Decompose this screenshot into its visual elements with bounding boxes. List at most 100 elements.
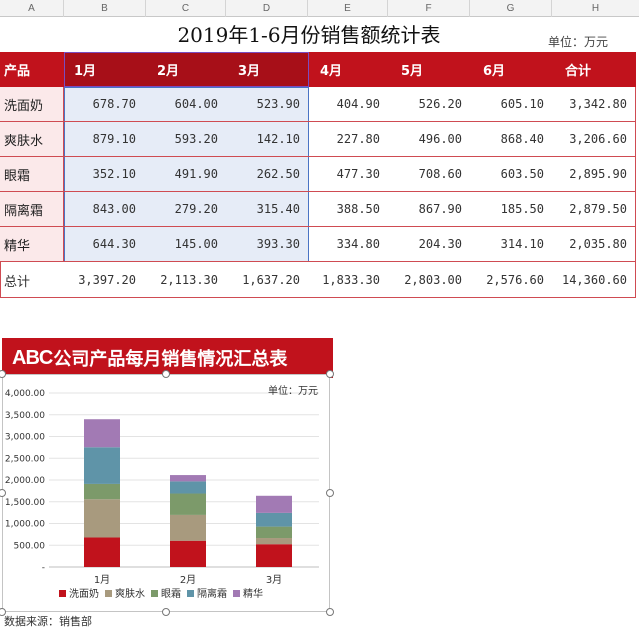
value-cell[interactable]: 2,113.30 [160, 273, 218, 287]
column-header-f[interactable]: F [388, 0, 470, 17]
value-cell[interactable]: 678.70 [92, 97, 136, 111]
header-jun[interactable]: 6月 [483, 64, 506, 79]
value-cell[interactable]: 142.10 [256, 132, 300, 146]
legend-swatch [105, 590, 112, 597]
product-name-cell[interactable]: 洗面奶 [0, 87, 64, 121]
value-cell[interactable]: 3,206.60 [569, 132, 627, 146]
column-header-e[interactable]: E [308, 0, 388, 17]
value-cell[interactable]: 3,342.80 [569, 97, 627, 111]
value-cell[interactable]: 388.50 [336, 202, 380, 216]
value-cell[interactable]: 185.50 [500, 202, 544, 216]
value-cell[interactable]: 334.80 [336, 237, 380, 251]
bar-segment [170, 481, 206, 494]
value-cell[interactable]: 1,637.20 [242, 273, 300, 287]
x-tick-label: 2月 [180, 574, 196, 586]
header-feb[interactable]: 2月 [157, 64, 180, 79]
value-cell[interactable]: 644.30 [92, 237, 136, 251]
column-header-c[interactable]: C [146, 0, 226, 17]
table-row: 精华 644.30 145.00 393.30 334.80 204.30 314.10 2,… [0, 227, 636, 262]
selection-range [64, 87, 309, 262]
value-cell[interactable]: 708.60 [418, 167, 462, 181]
header-product[interactable]: 产品 [4, 64, 31, 79]
legend-label: 爽肤水 [115, 587, 145, 600]
value-cell[interactable]: 593.20 [174, 132, 218, 146]
value-cell[interactable]: 2,576.60 [486, 273, 544, 287]
resize-handle-bottom-right[interactable] [326, 608, 334, 616]
bar-segment [256, 526, 292, 539]
product-name-cell[interactable]: 总计 [4, 274, 31, 290]
resize-handle-bottom[interactable] [162, 608, 170, 616]
product-name-cell[interactable]: 爽肤水 [0, 122, 64, 156]
resize-handle-top-left[interactable] [0, 370, 6, 378]
unit-label[interactable]: 单位：万元 [548, 35, 609, 49]
value-cell[interactable]: 843.00 [92, 202, 136, 216]
data-source-note[interactable]: 数据来源：销售部 [4, 615, 92, 628]
value-cell[interactable]: 3,397.20 [78, 273, 136, 287]
header-mar[interactable]: 3月 [238, 64, 261, 79]
value-cell[interactable]: 279.20 [174, 202, 218, 216]
table-row: 洗面奶 678.70 604.00 523.90 404.90 526.20 605.10 3… [0, 87, 636, 122]
resize-handle-left[interactable] [0, 489, 6, 497]
column-header-h[interactable]: H [591, 3, 600, 14]
product-name-cell[interactable]: 精华 [0, 227, 64, 261]
header-apr[interactable]: 4月 [320, 64, 343, 79]
table-bottom-border [0, 297, 636, 298]
value-cell[interactable]: 523.90 [256, 97, 300, 111]
value-cell[interactable]: 867.90 [418, 202, 462, 216]
header-may[interactable]: 5月 [401, 64, 424, 79]
value-cell[interactable]: 526.20 [418, 97, 462, 111]
value-cell[interactable]: 477.30 [336, 167, 380, 181]
value-cell[interactable]: 491.90 [174, 167, 218, 181]
column-header-b[interactable]: B [64, 0, 146, 17]
resize-handle-top[interactable] [162, 370, 170, 378]
x-tick-label: 3月 [266, 574, 282, 586]
bar-segment [256, 495, 292, 513]
value-cell[interactable]: 2,803.00 [404, 273, 462, 287]
value-cell[interactable]: 2,035.80 [569, 237, 627, 251]
resize-handle-bottom-left[interactable] [0, 608, 6, 616]
value-cell[interactable]: 1,833.30 [322, 273, 380, 287]
bar-segment [170, 475, 206, 482]
y-tick-label: 1,000.00 [5, 520, 45, 530]
y-tick-label: 2,000.00 [5, 476, 45, 486]
value-cell[interactable]: 604.00 [174, 97, 218, 111]
value-cell[interactable]: 879.10 [92, 132, 136, 146]
value-cell[interactable]: 227.80 [336, 132, 380, 146]
value-cell[interactable]: 393.30 [256, 237, 300, 251]
column-header-a[interactable]: A [0, 0, 64, 17]
bar-segment [84, 419, 120, 448]
value-cell[interactable]: 2,879.50 [569, 202, 627, 216]
value-cell[interactable]: 352.10 [92, 167, 136, 181]
value-cell[interactable]: 315.40 [256, 202, 300, 216]
value-cell[interactable]: 14,360.60 [561, 273, 627, 287]
product-name-cell[interactable]: 眼霜 [0, 157, 64, 191]
table-header-row: 产品 1月 2月 3月 4月 5月 6月 合计 [0, 52, 636, 87]
table-row: 隔离霜 843.00 279.20 315.40 388.50 867.90 185.50 2… [0, 192, 636, 227]
value-cell[interactable]: 145.00 [174, 237, 218, 251]
column-header-g[interactable]: G [470, 0, 552, 17]
value-cell[interactable]: 204.30 [418, 237, 462, 251]
chart-area[interactable]: - 500.00 1,000.00 1,500.00 2,000.00 2,500.00 3… [2, 374, 330, 612]
resize-handle-right[interactable] [326, 489, 334, 497]
table-right-border [635, 52, 636, 298]
value-cell[interactable]: 2,895.90 [569, 167, 627, 181]
value-cell[interactable]: 404.90 [336, 97, 380, 111]
value-cell[interactable]: 603.50 [500, 167, 544, 181]
sheet-title[interactable]: 2019年1-6月份销售额统计表 [177, 23, 441, 47]
column-header-d[interactable]: D [226, 0, 308, 17]
value-cell[interactable]: 496.00 [418, 132, 462, 146]
value-cell[interactable]: 605.10 [500, 97, 544, 111]
y-tick-label: 3,000.00 [5, 433, 45, 443]
legend-swatch [151, 590, 158, 597]
x-tick-label: 1月 [94, 574, 110, 586]
table-row: 眼霜 352.10 491.90 262.50 477.30 708.60 603.50 2,… [0, 157, 636, 192]
header-jan[interactable]: 1月 [74, 64, 97, 79]
value-cell[interactable]: 314.10 [500, 237, 544, 251]
value-cell[interactable]: 262.50 [256, 167, 300, 181]
header-total[interactable]: 合计 [565, 64, 592, 79]
value-cell[interactable]: 868.40 [500, 132, 544, 146]
chart-title-banner[interactable]: ABC 公司产品每月销售情况汇总表 [2, 338, 333, 378]
product-name-cell[interactable]: 隔离霜 [0, 192, 64, 226]
resize-handle-top-right[interactable] [326, 370, 334, 378]
sales-table: 产品 1月 2月 3月 4月 5月 6月 合计 洗面奶 678.70 604.00 5… [0, 52, 636, 298]
